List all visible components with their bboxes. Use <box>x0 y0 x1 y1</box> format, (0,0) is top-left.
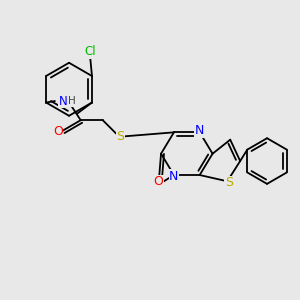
Text: N: N <box>169 170 178 183</box>
Text: O: O <box>53 125 63 138</box>
Text: Cl: Cl <box>84 45 96 58</box>
Text: S: S <box>225 176 233 189</box>
Text: O: O <box>154 175 164 188</box>
Text: N: N <box>195 124 204 137</box>
Text: S: S <box>116 130 124 142</box>
Text: N: N <box>59 94 68 107</box>
Text: H: H <box>68 96 76 106</box>
